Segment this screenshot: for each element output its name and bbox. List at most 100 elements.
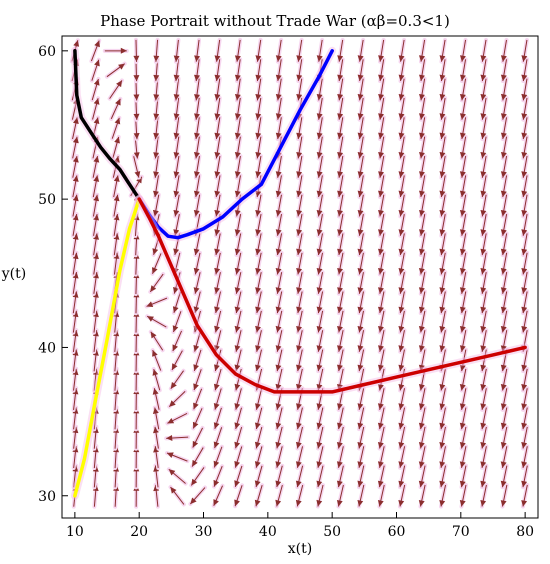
vector-arrow [336,328,346,354]
vector-arrow [500,115,509,142]
vector-arrow [233,463,244,489]
vector-arrow [480,57,489,84]
vector-arrow [439,212,448,238]
vector-arrow [480,134,489,161]
vector-arrow [500,463,509,490]
vector-arrow [521,270,530,296]
vector-arrow [521,115,530,142]
vector-arrow [500,444,509,470]
vector-arrow [275,347,284,374]
vector-arrow [112,231,120,258]
vector-arrow [315,463,325,490]
vector-arrow [439,386,448,412]
trajectory-2 [135,46,337,242]
vector-arrow [337,57,345,84]
vector-arrow [295,347,305,374]
vector-arrow [234,270,243,296]
vector-arrow [377,270,386,296]
vector-arrow [357,463,366,490]
vector-arrow [254,270,264,296]
vector-arrow [234,57,243,84]
vector-arrow [418,463,428,490]
x-tick-label: 20 [130,524,148,540]
vector-arrow [398,134,407,161]
vector-arrow [275,405,285,432]
vector-arrow [171,289,183,315]
vector-arrow [91,173,100,200]
vector-arrow [234,347,244,374]
vector-arrow [336,347,346,374]
vector-arrow [480,250,489,277]
vector-arrow [296,154,304,180]
vector-arrow [255,37,263,64]
vector-arrow [521,250,530,277]
vector-arrow [110,115,122,141]
vector-arrow [337,154,345,180]
vector-arrow [170,348,185,373]
vector-arrow [316,231,325,258]
vector-arrow [357,347,366,374]
vector-arrow [234,115,243,142]
vector-arrow [89,38,102,64]
vector-arrow [459,424,468,451]
vector-arrow [234,134,243,161]
vector-arrow [418,173,427,200]
vector-arrow [212,464,225,489]
vector-arrow [295,425,305,451]
vector-arrow [275,231,284,258]
vector-arrow [296,57,304,84]
vector-arrow [316,444,325,470]
x-tick-label: 30 [195,524,213,540]
vector-arrow [378,37,386,64]
vector-arrow [459,270,468,296]
trajectories [70,46,530,500]
vector-arrow [377,328,386,354]
vector-arrow [254,386,264,412]
vector-arrow [112,250,120,277]
vector-arrow [151,367,162,393]
vector-arrow [275,154,284,180]
vector-arrow [398,483,407,509]
vector-arrow [521,212,530,238]
vector-arrow [480,386,489,412]
vector-arrow [255,57,263,84]
vector-arrow [214,134,222,161]
vector-arrow [459,173,468,200]
vector-arrow [234,192,243,219]
vector-arrow [357,308,366,335]
vector-arrow [70,154,79,180]
vector-arrow [233,444,244,470]
vector-arrow [418,192,427,219]
vector-arrow [150,251,164,276]
vector-arrow [167,389,188,409]
vector-arrow [70,192,79,219]
vector-arrow [91,270,99,296]
vector-arrow [171,309,183,335]
vector-arrow [378,96,386,122]
vector-arrow [71,366,79,393]
vector-arrow [480,424,489,451]
vector-arrow [164,451,190,464]
vector-arrow [316,405,325,432]
vector-arrow [153,134,161,161]
vector-arrow [521,347,530,374]
vector-arrow [439,405,448,432]
vector-arrow [168,485,186,507]
vector-arrow [193,173,202,200]
vector-arrow [418,270,427,296]
vector-arrow [166,467,188,486]
vector-arrow [439,57,448,84]
vector-arrow [214,173,223,200]
vector-arrow [378,57,386,84]
vector-arrow [70,115,80,141]
vector-arrow [357,212,366,238]
vector-arrow [459,289,468,316]
vector-arrow [275,212,284,238]
vector-arrow [377,444,387,470]
vector-arrow [275,173,284,200]
vector-arrow [357,386,366,412]
vector-arrow [153,37,160,64]
vector-arrow [337,134,345,161]
vector-arrow [111,192,120,219]
